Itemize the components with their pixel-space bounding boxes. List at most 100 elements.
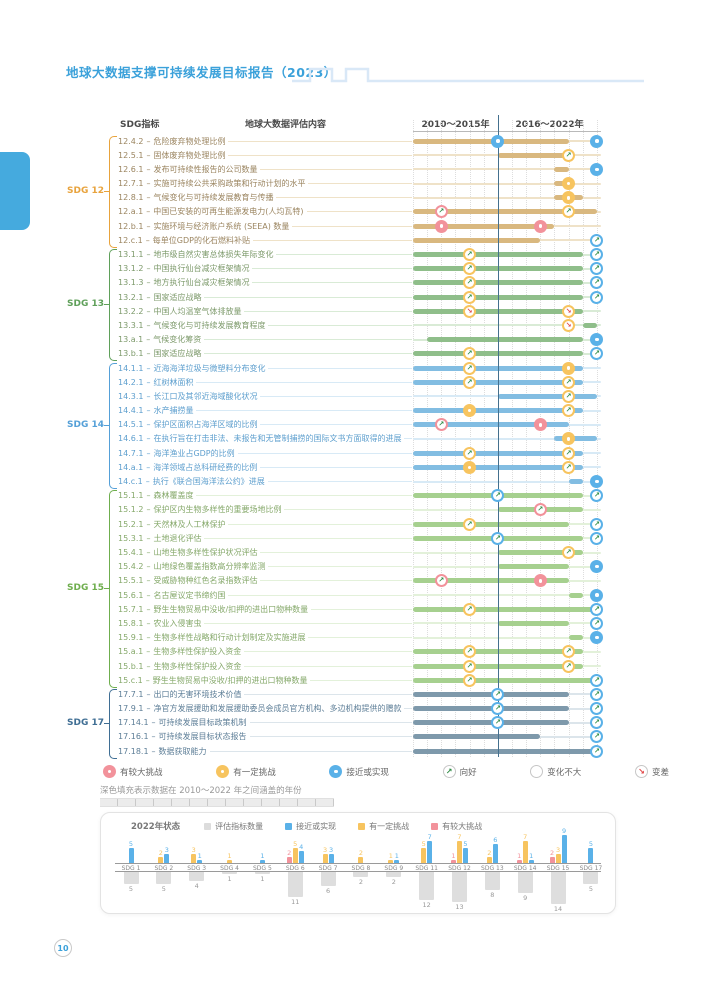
indicator-row-label: 13.1.3– 地方执行仙台减灾框架情况: [118, 277, 412, 288]
indicator-description: 国家适应战略: [153, 349, 202, 359]
status-marker-some: ↗: [463, 262, 477, 276]
indicator-row-label: 13.1.1– 地市级自然灾害总体损失年际变化: [118, 249, 412, 260]
bar-value-label: 7: [457, 833, 462, 842]
indicator-code: 17.14.1: [118, 718, 149, 728]
total-value-label: 1: [227, 875, 232, 884]
bar-value-label: 1: [394, 851, 399, 860]
bar-value-label: 3: [329, 845, 334, 854]
group-bracket-sdg17: [109, 688, 117, 759]
indicator-row-label: 17.9.1– 净官方发展援助和发展援助委员会成员官方机构、多边机构提供的赠款: [118, 703, 412, 714]
indicator-row-label: 15.1.2– 保护区内生物多样性的重要场地比例: [118, 504, 412, 515]
trend-flat-icon: [595, 167, 599, 172]
trend-up-icon: ↗: [564, 548, 574, 557]
leader-line: [204, 353, 412, 355]
indicator-description: 山地生物多样性保护状况评估: [153, 548, 258, 557]
trend-up-icon: ↗: [592, 278, 602, 288]
indicator-row-label: 17.14.1– 可持续发展目标政策机制: [118, 717, 412, 728]
indicator-code: 15.4.1: [118, 548, 144, 557]
trend-flat-icon: [566, 196, 571, 200]
label-dash: –: [146, 349, 151, 359]
label-dash: –: [146, 278, 151, 288]
indicator-description: 天然林及人工林保护: [153, 519, 226, 529]
data-coverage-bar: [413, 422, 569, 428]
trend-up-icon: ↗: [535, 505, 545, 515]
label-dash: –: [146, 221, 151, 231]
status-count-bar: [164, 853, 170, 863]
status-marker-near: ↗: [590, 616, 604, 630]
group-label: SDG 15: [67, 582, 104, 593]
indicator-row-label: 13.b.1– 国家适应战略: [118, 348, 412, 359]
trend-up-icon: ↗: [564, 377, 574, 387]
indicator-row-label: 15.b.1– 生物多样性保护投入资金: [118, 661, 412, 672]
trend-flat-icon: [566, 437, 571, 441]
indicator-description: 净官方发展援助和发展援助委员会成员官方机构、多边机构提供的赠款: [153, 704, 402, 714]
label-dash: –: [151, 746, 156, 756]
category-label: SDG 13: [481, 864, 504, 872]
label-dash: –: [146, 704, 151, 714]
leader-line: [260, 552, 412, 553]
bar-value-label: 1: [260, 851, 265, 860]
indicator-row-label: 12.a.1– 中国已安装的可再生能源发电力(人均瓦特): [118, 206, 412, 217]
label-dash: –: [146, 164, 151, 174]
indicator-description: 山地绿色覆盖指数高分辨率监测: [153, 562, 266, 572]
indicator-code: 13.b.1: [118, 349, 144, 359]
indicator-row-label: 14.a.1– 海洋领域占总科研经费的比例: [118, 462, 412, 473]
indicator-code: 14.4.1: [118, 406, 144, 416]
panel-legend-item: 接近或实现: [285, 821, 336, 832]
status-marker-some: [463, 460, 477, 474]
label-dash: –: [146, 264, 151, 274]
category-label: SDG 9: [384, 864, 404, 872]
trend-flat-icon: [496, 139, 500, 143]
data-coverage-bar: [413, 649, 583, 655]
indicator-description: 气候变化与可持续发展教育程度: [153, 320, 266, 330]
status-marker-near: ↗: [590, 716, 604, 730]
data-coverage-bar: [413, 351, 583, 357]
trend-flat-icon: [566, 366, 571, 370]
leader-line: [404, 708, 412, 710]
bar-value-label: 1: [197, 851, 202, 860]
label-dash: –: [146, 448, 151, 458]
bar-value-label: 2: [487, 848, 492, 857]
trend-flat-icon: [439, 224, 444, 228]
bar-value-label: 1: [388, 851, 393, 860]
legend-item-flat: 变化不大: [530, 765, 581, 778]
leader-line: [228, 154, 412, 156]
label-dash: –: [146, 661, 151, 671]
status-marker-near: [590, 588, 604, 602]
data-coverage-bar: [554, 436, 597, 442]
indicator-description: 在执行旨在打击非法、未报告和无管制捕捞的国际文书方面取得的进展: [153, 434, 402, 444]
total-indicator-bar: [222, 872, 238, 875]
leader-line: [252, 268, 412, 270]
label-dash: –: [145, 477, 150, 487]
total-indicator-bar: [189, 872, 205, 882]
indicator-description: 气候变化与可持续发展教育与传播: [153, 193, 274, 203]
status-count-bar: [516, 859, 522, 863]
trend-up-icon: ↗: [592, 604, 602, 614]
trend-up-icon: ↗: [592, 292, 602, 302]
status-marker-some: ↗: [463, 517, 477, 531]
leader-line: [228, 140, 412, 142]
indicator-description: 出口的无害环境技术价值: [153, 689, 242, 699]
indicator-code: 12.a.1: [118, 207, 144, 217]
indicator-description: 森林覆盖度: [153, 491, 194, 501]
data-coverage-bar: [413, 748, 597, 754]
trend-up-icon: ↗: [564, 462, 574, 472]
status-count-bar: [328, 853, 334, 863]
bar-value-label: 2: [549, 848, 555, 857]
label-dash: –: [146, 320, 151, 330]
status-marker-near: ↗: [590, 702, 604, 716]
status-marker-some: ↗: [562, 546, 576, 559]
leader-line: [260, 168, 412, 170]
leader-line: [209, 750, 412, 752]
label-dash: –: [146, 505, 151, 515]
indicator-row-label: 14.3.1– 长江口及其邻近海域酸化状况: [118, 391, 412, 402]
category-label: SDG 15: [546, 864, 570, 872]
status-marker-challenge: [533, 219, 547, 233]
period-divider-line: [498, 115, 499, 757]
status-count-bar: [463, 847, 468, 863]
trend-up-icon: ↗: [465, 604, 475, 614]
leader-line: [252, 239, 412, 241]
indicator-description: 地市级自然灾害总体损失年际变化: [153, 250, 274, 260]
status-marker-some: ↗: [463, 602, 477, 616]
trend-up-icon: ↗: [592, 235, 602, 245]
